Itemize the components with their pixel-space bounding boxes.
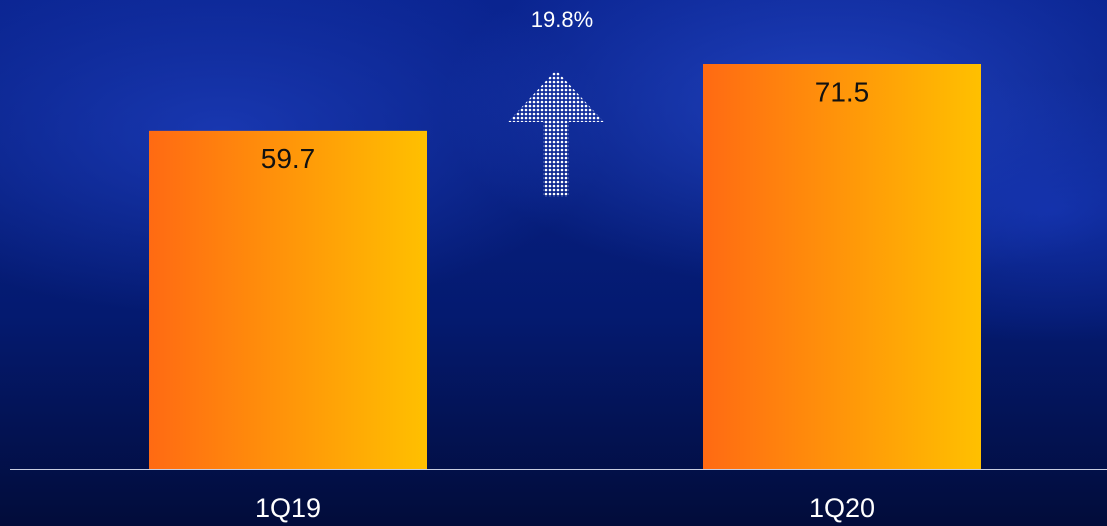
x-tick-label: 1Q20 (809, 493, 875, 523)
value-label: 59.7 (261, 143, 316, 174)
bar (703, 64, 981, 469)
x-tick-label: 1Q19 (255, 493, 321, 523)
growth-annotation: 19.8% (531, 7, 593, 32)
growth-arrow (508, 70, 604, 197)
value-label: 71.5 (815, 76, 870, 107)
bar (149, 130, 427, 469)
